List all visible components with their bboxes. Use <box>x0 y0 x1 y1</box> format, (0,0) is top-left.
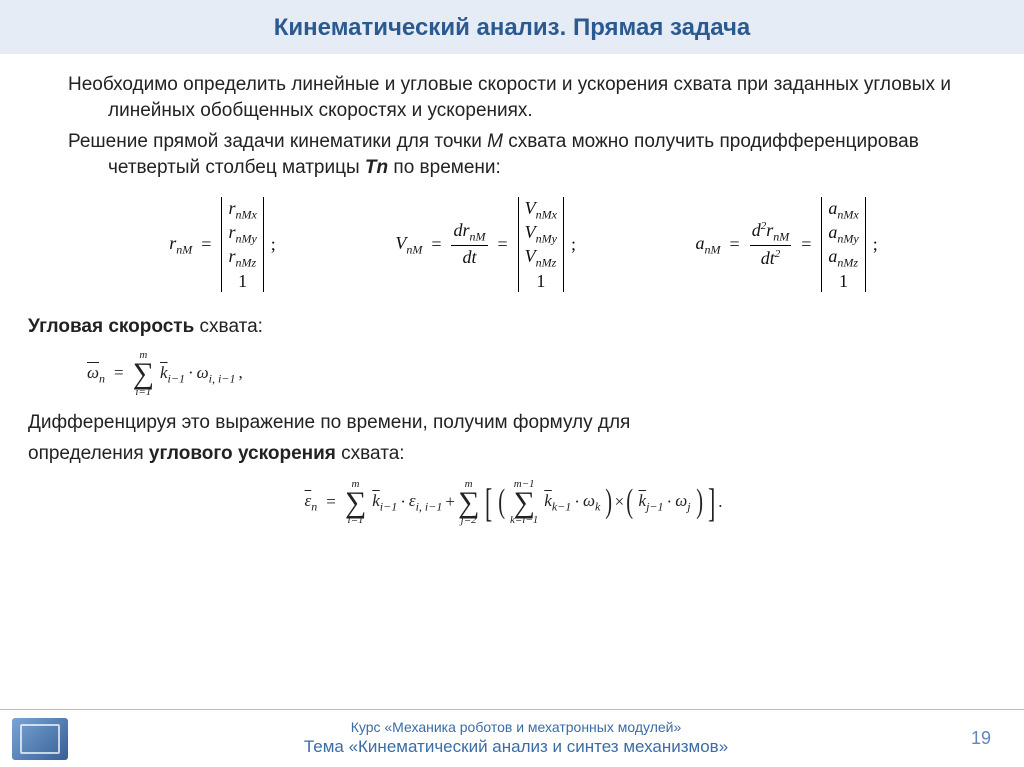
formula-angular-acceleration: εn = m ∑ i=1 ki−1 · εi, i−1 + m ∑ j=2 [ … <box>28 473 996 537</box>
eq-v-lhs: VnM <box>392 231 425 258</box>
right-paren-icon: ) <box>606 487 613 518</box>
semicolon: ; <box>268 232 276 256</box>
semicolon: ; <box>870 232 878 256</box>
eq-a-frac: d2rnM dt2 <box>746 220 796 270</box>
right-paren-icon: ) <box>696 487 703 518</box>
eq-r-matrix: rnMx rnMy rnMz 1 <box>217 197 267 293</box>
eq-r-lhs: rnM <box>166 231 195 258</box>
footer-line-2: Тема «Кинематический анализ и синтез мех… <box>68 736 964 759</box>
equals: = <box>795 232 817 256</box>
paragraph-2: Решение прямой задачи кинематики для точ… <box>28 129 996 180</box>
slide-body: Необходимо определить линейные и угловые… <box>0 54 1024 536</box>
sigma-icon: m ∑ j=2 <box>455 479 482 527</box>
eq-a: anM = d2rnM dt2 = anMx anMy anMz 1 ; <box>693 197 878 293</box>
sigma-icon: m ∑ i=1 <box>342 479 369 527</box>
p2-pre: Решение прямой задачи кинематики для точ… <box>68 131 487 152</box>
sigma-icon: m−1 ∑ k=i−1 <box>507 479 541 527</box>
right-bracket-icon: ] <box>708 485 715 521</box>
page-number: 19 <box>964 728 1024 749</box>
footer-text: Курс «Механика роботов и мехатронных мод… <box>68 718 964 760</box>
slide-footer: Курс «Механика роботов и мехатронных мод… <box>0 709 1024 767</box>
logo-icon <box>12 718 68 760</box>
formula-angular-velocity: ωn = m ∑ i=1 ki−1 · ωi, i−1 , <box>28 346 996 408</box>
equals: = <box>195 232 217 256</box>
p2-post: по времени: <box>388 157 501 178</box>
equals: = <box>724 232 746 256</box>
eq-v: VnM = drnM dt = VnMx VnMy VnMz 1 ; <box>392 197 576 293</box>
p4-pre: определения <box>28 443 149 464</box>
subsection-angular-velocity: Угловая скорость схвата: <box>28 314 996 340</box>
p4-bold: углового ускорения <box>149 443 336 464</box>
left-paren-icon: ( <box>626 487 633 518</box>
eq-v-frac: drnM dt <box>447 221 491 269</box>
equals: = <box>425 232 447 256</box>
left-paren-icon: ( <box>498 487 505 518</box>
eq-v-matrix: VnMx VnMy VnMz 1 <box>514 197 568 293</box>
p4-post: схвата: <box>336 443 405 464</box>
equals: = <box>492 232 514 256</box>
left-bracket-icon: [ <box>485 485 492 521</box>
eq-a-lhs: anM <box>693 231 724 258</box>
paragraph-3: Дифференцируя это выражение по времени, … <box>28 410 996 436</box>
p2-Tn: Tn <box>365 157 388 178</box>
equation-row: rnM = rnMx rnMy rnMz 1 ; VnM = drnM dt <box>28 187 996 307</box>
eq-r: rnM = rnMx rnMy rnMz 1 ; <box>166 197 276 293</box>
subsec1-bold: Угловая скорость <box>28 316 194 337</box>
semicolon: ; <box>568 232 576 256</box>
footer-line-1: Курс «Механика роботов и мехатронных мод… <box>68 718 964 737</box>
slide-title: Кинематический анализ. Прямая задача <box>0 0 1024 54</box>
sigma-icon: m ∑ i=1 <box>130 350 157 398</box>
subsec1-rest: схвата: <box>194 316 263 337</box>
p2-M: M <box>487 131 503 152</box>
paragraph-4: определения углового ускорения схвата: <box>28 441 996 467</box>
paragraph-1: Необходимо определить линейные и угловые… <box>28 72 996 123</box>
eq-a-matrix: anMx anMy anMz 1 <box>817 197 869 293</box>
